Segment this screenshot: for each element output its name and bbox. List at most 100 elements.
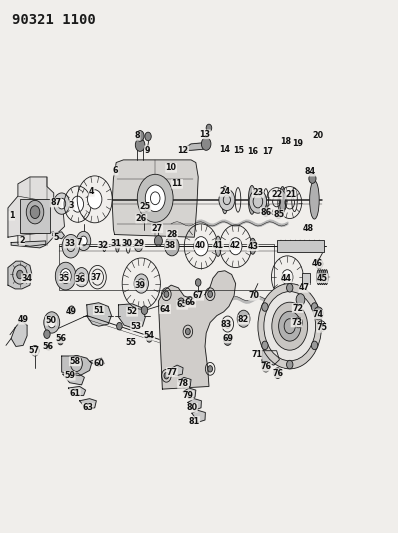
Text: 1: 1 — [9, 212, 15, 220]
Bar — [20, 199, 50, 233]
Circle shape — [316, 259, 323, 269]
Circle shape — [68, 306, 75, 314]
Text: 69: 69 — [222, 334, 233, 343]
Text: 78: 78 — [178, 379, 189, 388]
Circle shape — [249, 190, 267, 213]
Text: 5: 5 — [53, 233, 59, 241]
Circle shape — [275, 210, 282, 219]
Text: 86: 86 — [260, 208, 271, 216]
Circle shape — [252, 290, 258, 298]
Ellipse shape — [215, 236, 221, 256]
Text: 11: 11 — [172, 180, 183, 188]
Circle shape — [208, 366, 213, 372]
Circle shape — [229, 238, 242, 255]
Circle shape — [143, 203, 150, 211]
Text: 3: 3 — [69, 201, 74, 209]
Circle shape — [146, 335, 152, 342]
Text: 19: 19 — [292, 140, 303, 148]
Circle shape — [154, 236, 162, 246]
Text: 38: 38 — [165, 241, 176, 249]
Circle shape — [311, 341, 318, 350]
Circle shape — [272, 302, 308, 350]
Circle shape — [60, 269, 71, 284]
Ellipse shape — [310, 181, 319, 219]
Circle shape — [237, 310, 250, 327]
Polygon shape — [87, 303, 111, 326]
Text: 28: 28 — [166, 230, 178, 239]
Text: 60: 60 — [93, 359, 104, 368]
Ellipse shape — [319, 270, 322, 285]
Polygon shape — [119, 304, 145, 328]
Circle shape — [165, 237, 179, 256]
Circle shape — [88, 190, 102, 209]
Circle shape — [58, 198, 66, 209]
Text: 71: 71 — [251, 350, 262, 359]
Circle shape — [17, 270, 23, 279]
Circle shape — [54, 193, 70, 214]
Text: 81: 81 — [189, 417, 200, 425]
Text: 17: 17 — [262, 148, 273, 156]
Circle shape — [26, 200, 44, 224]
Text: 32: 32 — [98, 241, 109, 249]
Text: 79: 79 — [182, 391, 193, 400]
Text: 39: 39 — [135, 281, 146, 289]
Circle shape — [282, 270, 293, 285]
Text: 49: 49 — [18, 316, 29, 324]
Circle shape — [140, 215, 146, 222]
Ellipse shape — [317, 270, 320, 285]
Circle shape — [136, 131, 144, 141]
Text: 34: 34 — [21, 274, 33, 282]
Text: 46: 46 — [312, 260, 323, 268]
Text: 63: 63 — [82, 403, 93, 412]
Circle shape — [72, 196, 84, 212]
Text: 66: 66 — [185, 298, 196, 307]
Text: 40: 40 — [194, 241, 205, 249]
Text: 37: 37 — [91, 273, 102, 281]
Bar — [277, 240, 324, 252]
Text: 56: 56 — [42, 342, 53, 351]
Text: 12: 12 — [178, 146, 189, 155]
Circle shape — [44, 330, 50, 338]
Text: 35: 35 — [59, 274, 70, 282]
Circle shape — [46, 343, 51, 350]
Circle shape — [185, 328, 190, 335]
Text: 4: 4 — [89, 188, 94, 196]
Ellipse shape — [248, 185, 256, 214]
Circle shape — [135, 241, 142, 252]
Text: 73: 73 — [291, 318, 302, 327]
Ellipse shape — [250, 238, 256, 254]
Circle shape — [208, 291, 213, 297]
Text: 9: 9 — [144, 146, 150, 155]
Text: 76: 76 — [272, 369, 283, 377]
Polygon shape — [192, 410, 205, 422]
Text: 30: 30 — [122, 239, 133, 248]
Circle shape — [219, 189, 235, 211]
Text: 21: 21 — [285, 190, 296, 199]
Text: 24: 24 — [219, 188, 230, 196]
Text: 42: 42 — [229, 241, 240, 249]
Circle shape — [44, 312, 60, 333]
Polygon shape — [183, 388, 196, 399]
Circle shape — [314, 307, 323, 320]
Circle shape — [206, 124, 212, 132]
Text: 2: 2 — [19, 237, 25, 245]
Text: 74: 74 — [313, 310, 324, 319]
Circle shape — [263, 208, 269, 216]
Circle shape — [145, 185, 165, 212]
Polygon shape — [62, 356, 92, 376]
Polygon shape — [90, 358, 104, 367]
Bar — [59, 244, 274, 290]
Polygon shape — [63, 373, 84, 385]
Circle shape — [309, 174, 316, 183]
Ellipse shape — [325, 270, 328, 285]
Text: 31: 31 — [111, 239, 122, 248]
Text: 67: 67 — [193, 292, 204, 300]
Text: 44: 44 — [281, 274, 292, 282]
Text: 87: 87 — [50, 198, 61, 207]
Text: 52: 52 — [127, 308, 138, 316]
Text: 29: 29 — [134, 239, 145, 248]
Text: 13: 13 — [199, 130, 211, 139]
Polygon shape — [11, 241, 46, 248]
Text: 18: 18 — [280, 137, 291, 146]
Text: 26: 26 — [136, 214, 147, 223]
